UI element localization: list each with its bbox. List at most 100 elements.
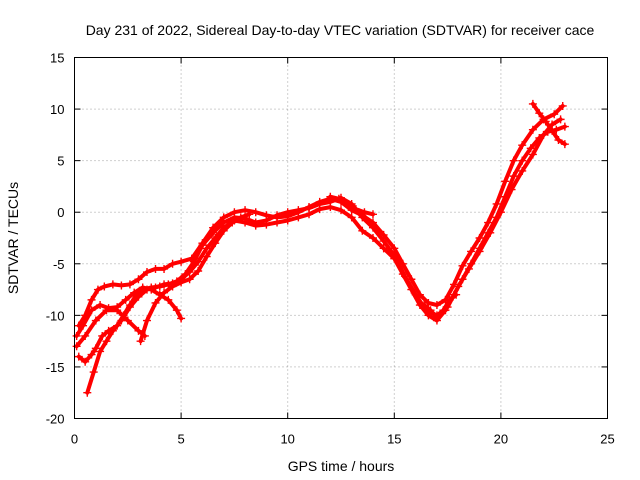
data-point — [518, 166, 527, 175]
data-point — [74, 352, 83, 361]
data-point — [390, 244, 399, 253]
data-point — [294, 206, 303, 215]
x-tick-label: 10 — [280, 432, 294, 447]
data-point — [177, 257, 186, 266]
y-tick-label: 5 — [57, 154, 64, 169]
data-point — [518, 156, 527, 165]
data-point — [87, 295, 96, 304]
data-point — [554, 136, 563, 145]
series-track-8 — [420, 290, 461, 322]
data-point — [164, 280, 173, 289]
data-point — [358, 213, 367, 222]
data-point — [87, 350, 96, 359]
data-point — [198, 241, 207, 250]
y-tick-label: -15 — [46, 360, 65, 375]
data-point — [315, 199, 324, 208]
data-point — [194, 267, 203, 276]
data-point — [548, 126, 557, 135]
data-point — [211, 239, 220, 248]
axis-tick-labels: 0 5 10 15 20 25 -20 -15 -10 -5 0 5 10 15 — [46, 51, 615, 447]
data-point — [160, 264, 169, 273]
data-point — [262, 216, 271, 225]
series-line — [422, 292, 459, 320]
data-point — [102, 306, 111, 315]
data-point — [509, 156, 518, 165]
data-point — [117, 281, 126, 290]
data-point — [168, 259, 177, 268]
data-point — [360, 208, 369, 217]
data-point — [138, 285, 147, 294]
data-point — [108, 280, 117, 289]
data-point — [142, 316, 151, 325]
data-point — [151, 264, 160, 273]
x-tick-label: 15 — [387, 432, 401, 447]
data-point — [458, 261, 467, 270]
data-point — [368, 234, 377, 242]
data-point — [379, 244, 388, 253]
data-point — [475, 247, 484, 256]
series-line — [74, 285, 184, 338]
data-point — [219, 226, 228, 235]
data-point — [125, 280, 134, 289]
data-point — [452, 290, 461, 299]
data-point — [439, 306, 448, 315]
y-tick-label: -10 — [46, 308, 65, 323]
data-point — [202, 244, 211, 253]
data-point — [358, 226, 367, 235]
data-point — [368, 223, 377, 232]
data-point — [492, 199, 501, 208]
data-point — [251, 218, 260, 227]
data-point — [326, 192, 335, 201]
data-point — [113, 321, 122, 330]
data-point — [558, 101, 567, 110]
data-point — [134, 326, 143, 335]
x-tick-label: 25 — [600, 432, 614, 447]
data-point — [343, 199, 352, 208]
x-tick-label: 0 — [71, 432, 78, 447]
data-point — [432, 313, 441, 322]
data-point — [351, 205, 360, 214]
data-point — [160, 288, 169, 297]
data-point — [550, 110, 559, 119]
data-point — [337, 206, 345, 215]
series-line — [76, 117, 563, 364]
data-point — [132, 290, 141, 299]
plot-frame — [74, 57, 608, 419]
data-point — [151, 298, 160, 307]
data-point — [168, 282, 177, 291]
data-point — [528, 99, 537, 108]
data-point — [181, 270, 190, 279]
x-tick-label: 20 — [494, 432, 508, 447]
data-point — [209, 228, 218, 237]
data-point — [91, 316, 100, 325]
data-point — [526, 144, 535, 153]
data-point — [189, 257, 198, 266]
data-point — [556, 115, 565, 124]
data-point — [113, 306, 122, 315]
data-point — [245, 210, 254, 219]
data-point — [283, 208, 292, 217]
plot-area — [72, 99, 569, 397]
data-point — [228, 218, 237, 227]
data-point — [185, 275, 194, 284]
data-point — [501, 177, 510, 186]
y-tick-label: 15 — [50, 51, 64, 66]
data-point — [432, 301, 441, 310]
data-point — [102, 337, 111, 346]
chart-title: Day 231 of 2022, Sidereal Day-to-day VTE… — [86, 22, 595, 38]
series-track-4 — [74, 115, 565, 366]
data-point — [454, 282, 463, 291]
data-point — [83, 388, 92, 397]
series-track-9 — [528, 99, 569, 149]
data-point — [464, 264, 473, 273]
data-point — [147, 283, 156, 292]
series-line — [74, 308, 147, 349]
data-point — [305, 204, 314, 213]
data-point — [142, 268, 151, 277]
data-point — [155, 282, 164, 291]
data-point — [96, 347, 105, 356]
data-point — [400, 272, 409, 281]
data-point — [475, 234, 484, 242]
data-point — [121, 295, 130, 304]
